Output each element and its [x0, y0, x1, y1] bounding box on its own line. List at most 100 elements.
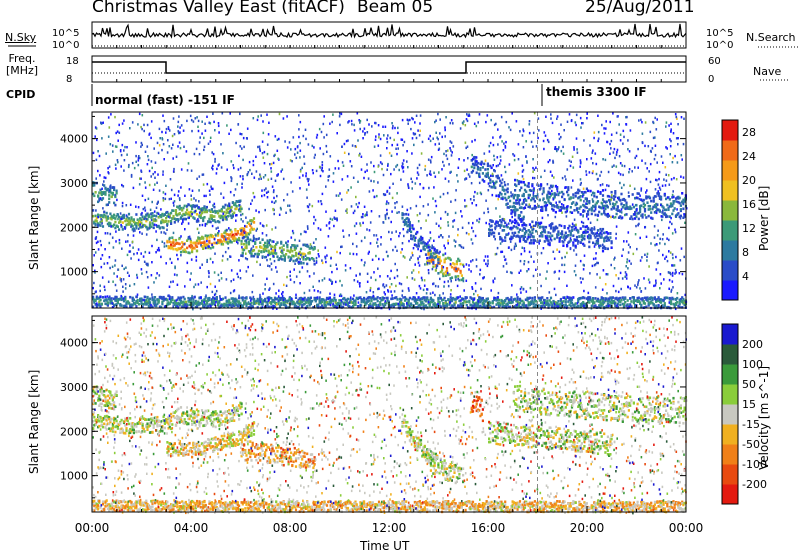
echo-cell	[642, 300, 645, 303]
echo-cell	[416, 230, 419, 234]
echo-cell	[294, 254, 298, 257]
echo-cell	[620, 298, 623, 302]
noise-cell	[123, 119, 125, 122]
echo-cell	[240, 231, 243, 234]
echo-cell	[518, 180, 522, 184]
echo-cell	[601, 227, 605, 231]
noise-cell	[160, 231, 163, 234]
echo-cell	[521, 229, 524, 232]
echo-cell	[195, 245, 199, 248]
noise-cell	[601, 183, 604, 186]
echo-cell	[522, 215, 525, 219]
echo-cell	[333, 304, 336, 308]
noise-cell	[206, 115, 208, 118]
noise-cell	[344, 269, 347, 272]
echo-cell	[198, 296, 201, 300]
noise-cell	[213, 238, 216, 241]
noise-cell	[403, 234, 405, 238]
noise-cell	[148, 251, 151, 254]
noise-cell	[380, 243, 382, 246]
echo-cell	[104, 215, 107, 219]
noise-cell	[248, 160, 251, 164]
echo-cell	[548, 243, 551, 247]
echo-cell	[434, 306, 437, 309]
noise-cell	[235, 219, 237, 222]
echo-cell	[412, 227, 415, 231]
echo-cell	[515, 202, 518, 205]
noise-cell	[546, 138, 549, 142]
echo-cell	[434, 264, 437, 267]
noise-cell	[499, 155, 502, 158]
echo-cell	[518, 206, 522, 210]
echo-cell	[419, 238, 423, 242]
echo-cell	[364, 303, 367, 306]
echo-cell	[100, 219, 103, 223]
noise-cell	[409, 220, 411, 224]
echo-cell	[537, 184, 540, 187]
echo-cell	[677, 304, 680, 308]
echo-cell	[516, 305, 519, 308]
echo-cell	[666, 203, 669, 207]
echo-cell	[464, 300, 467, 304]
echo-cell	[471, 301, 475, 304]
echo-cell	[532, 189, 535, 192]
echo-cell	[108, 194, 111, 197]
echo-cell	[424, 304, 428, 307]
echo-cell	[509, 301, 512, 305]
noise-cell	[490, 118, 492, 122]
noise-cell	[327, 235, 330, 238]
echo-cell	[372, 303, 376, 306]
noise-cell	[314, 153, 316, 157]
echo-cell	[177, 242, 180, 245]
noise-cell	[380, 299, 383, 302]
echo-cell	[419, 297, 423, 301]
noise-cell	[573, 148, 575, 151]
noise-cell	[184, 194, 186, 197]
noise-cell	[333, 224, 335, 228]
noise-cell	[138, 112, 141, 116]
echo-cell	[596, 190, 600, 193]
noise-cell	[525, 140, 527, 143]
echo-cell	[582, 296, 585, 299]
noise-cell	[575, 137, 578, 140]
noise-cell	[482, 305, 485, 309]
noise-cell	[471, 226, 473, 230]
echo-cell	[146, 218, 149, 221]
noise-cell	[252, 191, 255, 195]
echo-cell	[518, 214, 522, 217]
echo-cell	[681, 306, 684, 309]
echo-cell	[228, 301, 231, 305]
noise-cell	[141, 143, 143, 147]
echo-cell	[249, 231, 252, 234]
noise-cell	[242, 175, 244, 178]
echo-cell	[532, 302, 535, 306]
noise-cell	[198, 153, 201, 156]
noise-cell	[418, 271, 420, 274]
echo-cell	[507, 206, 510, 209]
noise-cell	[616, 148, 619, 152]
noise-cell	[596, 231, 598, 235]
echo-cell	[126, 222, 129, 226]
echo-cell	[132, 298, 135, 302]
noise-cell	[402, 166, 405, 169]
noise-cell	[299, 120, 302, 124]
echo-cell	[653, 195, 656, 198]
noise-cell	[319, 228, 322, 231]
noise-cell	[520, 217, 522, 221]
echo-cell	[189, 204, 192, 208]
echo-cell	[147, 298, 150, 301]
echo-cell	[280, 302, 283, 305]
echo-cell	[625, 205, 628, 209]
noise-cell	[566, 295, 568, 299]
noise-cell	[281, 246, 283, 249]
echo-cell	[475, 171, 478, 175]
echo-cell	[161, 297, 164, 300]
noise-cell	[324, 255, 326, 259]
noise-cell	[646, 189, 648, 192]
noise-cell	[240, 218, 242, 221]
echo-cell	[520, 211, 523, 214]
noise-cell	[217, 226, 219, 229]
echo-cell	[325, 296, 329, 300]
echo-cell	[616, 205, 619, 208]
